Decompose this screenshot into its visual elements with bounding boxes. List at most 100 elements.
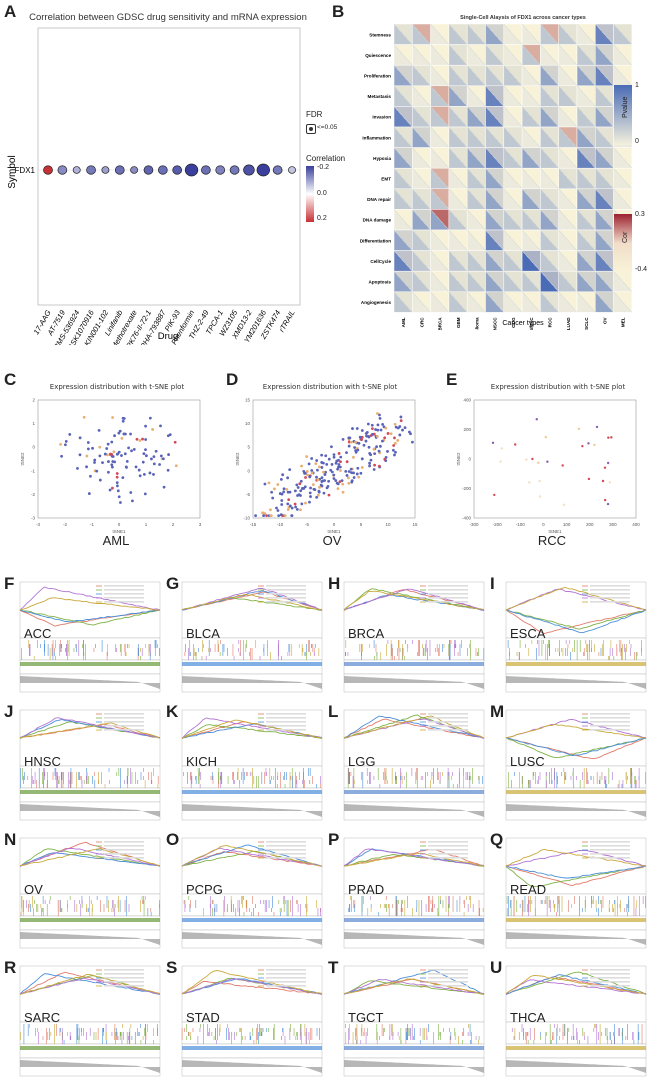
scatter-point [366,422,370,426]
scatter-point [320,453,324,457]
heatmap-cell-divider [576,106,596,128]
legend-text-placeholder [266,713,306,715]
drug-dot [101,166,110,174]
heatmap-col-label: LUAD [566,317,571,330]
enrichment-curve [343,588,485,611]
panel-label-g: G [166,574,180,593]
scatter-point [334,479,338,482]
scatter-point [142,452,146,456]
legend-text-placeholder [266,721,306,723]
scatter-point [316,468,319,472]
panel-a-legend: FDR <=0.05 Correlation -0.2 0.0 0.2 [302,110,352,222]
scatter-point [389,432,393,436]
scatter-point [106,453,109,457]
gsea-frame [505,765,647,789]
enrichment-curve [343,715,485,739]
scatter-point [116,489,120,493]
scatter-point [606,461,610,465]
gsea-cancer-name: STAD [186,1010,220,1025]
scatter-point [93,458,97,462]
legend-text-placeholder [428,977,468,979]
heatmap-cell-divider [485,44,504,66]
heatmap-cell-divider [576,147,596,169]
x-tick-label: -3 [36,522,40,527]
scatter-point [293,502,297,506]
heatmap-cell-divider [485,250,504,272]
x-tick-label: -10 [277,522,284,527]
scatter-point [360,429,364,432]
heatmap-cell-divider [485,23,504,45]
drug-dot [130,166,139,174]
heatmap-cell-divider [430,168,450,189]
ranked-metric-area [344,932,484,945]
ranked-metric-area [344,804,484,817]
y-tick-label: -400 [462,516,472,521]
heatmap-cell-divider [503,291,523,313]
scatter-point [98,454,102,458]
rank-color-band [20,918,160,922]
x-tick-label: 200 [586,522,594,527]
x-tick-label: 10 [385,522,391,527]
heatmap-cell-divider [448,147,468,169]
legend-fdr-item: <=0.05 [317,124,338,131]
panel-label-f: F [4,574,15,593]
legend-text-placeholder [104,841,144,843]
heatmap-cell-divider [412,85,431,107]
heatmap-cell-divider [595,250,614,272]
rank-color-band [344,662,484,666]
heatmap-cell-divider [521,147,541,169]
scatter-point [152,455,156,459]
legend-text-placeholder [266,985,306,987]
scatter-point [349,440,353,444]
heatmap-cell-divider [595,126,614,148]
scatter-point [276,483,280,486]
gsea-frame [343,637,485,661]
heatmap-cell-divider [595,147,614,169]
heatmap-cell-divider [430,65,450,86]
heatmap-col-label: GBM [456,317,461,328]
heatmap-cell-divider [558,23,578,45]
heatmap-cell-divider [485,168,504,189]
drug-dot [43,165,53,175]
scatter-point [324,470,327,474]
scatter-point [320,480,324,483]
scatter-point [322,491,326,495]
x-tick-label: 0 [542,522,545,527]
heatmap-cell-divider [393,65,413,86]
scatter-point [500,447,504,450]
scatter-point [546,460,549,463]
heatmap-cell-divider [540,229,559,251]
heatmap-cell-divider [430,147,450,169]
heatmap-cell-divider [393,126,413,148]
legend-text-placeholder [428,589,468,591]
enrichment-curve [343,588,485,611]
legend-text-placeholder [428,973,468,975]
legend-text-placeholder [266,593,306,595]
scatter-point [138,474,142,478]
scatter-point [107,460,110,463]
scatter-point [376,423,380,427]
legend-text-placeholder [104,969,144,971]
heatmap-row-label: Stemness [369,32,391,37]
heatmap-cell-divider [613,271,633,292]
heatmap-cell-divider [448,106,468,128]
scatter-point [325,463,329,466]
scatter-point [288,468,292,472]
heatmap-cell-divider [467,291,486,313]
scatter-point [514,443,517,446]
scatter-point [120,454,123,457]
scatter-point [306,473,309,477]
legend-text-placeholder [590,593,630,595]
scatter-point [603,498,607,502]
scatter-point [101,461,104,465]
legend-text-placeholder [590,849,630,851]
scatter-point [86,441,90,444]
drug-dot [157,165,168,175]
gsea-frame [19,765,161,789]
scatter-point [269,514,273,518]
scatter-point [360,457,364,461]
heatmap-cell-divider [430,188,450,210]
scatter-point [317,465,321,469]
heatmap-cell-divider [503,229,523,251]
